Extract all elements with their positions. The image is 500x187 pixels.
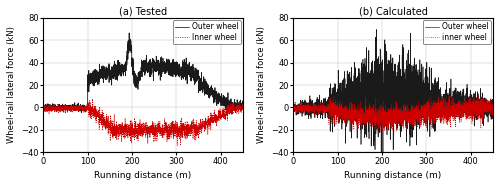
Outer wheel [464,107,470,109]
Outer wheel [234,106,240,108]
Outer wheel [376,56,382,58]
Inner wheel [240,105,246,108]
Inner wheel [50,107,56,109]
Inner wheel [40,108,46,110]
Outer wheel [378,161,384,163]
Inner wheel [132,125,138,127]
inner wheel [358,131,364,134]
X-axis label: Running distance (m): Running distance (m) [344,171,442,180]
Title: (b) Calculated: (b) Calculated [358,7,428,17]
Inner wheel [174,144,180,146]
Outer wheel [374,28,380,31]
Inner wheel [234,106,240,108]
Outer wheel [313,105,319,107]
X-axis label: Running distance (m): Running distance (m) [94,171,192,180]
Outer wheel [198,86,203,88]
inner wheel [486,111,492,113]
Outer wheel [234,103,240,105]
Outer wheel [138,78,143,80]
Outer wheel [290,106,296,108]
inner wheel [290,114,296,117]
inner wheel [313,107,319,109]
Outer wheel [229,113,235,115]
Inner wheel [138,129,143,131]
inner wheel [438,93,444,95]
Outer wheel [126,32,132,34]
Line: Outer wheel: Outer wheel [43,33,243,114]
Outer wheel [325,108,331,111]
Outer wheel [367,119,373,121]
inner wheel [367,108,373,111]
Outer wheel [50,106,56,108]
Outer wheel [486,102,492,104]
Line: Inner wheel: Inner wheel [43,99,243,145]
inner wheel [490,105,496,107]
inner wheel [325,103,331,105]
Y-axis label: Wheel-rail lateral force (kN): Wheel-rail lateral force (kN) [257,27,266,143]
Legend: Outer wheel, Inner wheel: Outer wheel, Inner wheel [172,20,241,44]
Title: (a) Tested: (a) Tested [119,7,167,17]
Y-axis label: Wheel-rail lateral force (kN): Wheel-rail lateral force (kN) [7,27,16,143]
Inner wheel [198,119,204,121]
Inner wheel [234,107,240,109]
Legend: Outer wheel, inner wheel: Outer wheel, inner wheel [422,20,491,44]
Line: Outer wheel: Outer wheel [293,30,493,162]
Outer wheel [40,103,46,106]
Line: inner wheel: inner wheel [293,94,493,132]
Outer wheel [490,111,496,113]
inner wheel [464,102,470,104]
Outer wheel [132,77,138,79]
Outer wheel [240,105,246,107]
inner wheel [376,125,382,127]
Inner wheel [90,98,96,100]
